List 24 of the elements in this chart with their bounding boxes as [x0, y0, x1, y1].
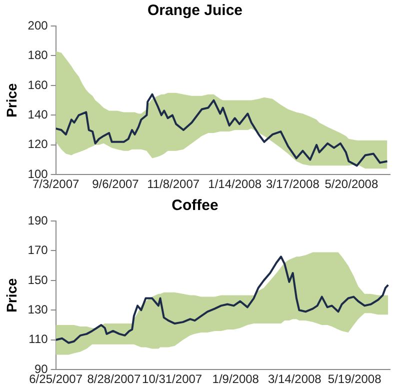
x-tick-label: 3/17/2008: [266, 177, 320, 192]
y-tick-label: 200: [28, 18, 48, 32]
y-tick-label: 150: [28, 272, 48, 287]
x-tick-label: 5/20/2008: [324, 177, 378, 192]
y-tick-label: 170: [28, 243, 48, 258]
y-axis-title: Price: [3, 278, 20, 312]
y-tick-label: 180: [28, 48, 48, 62]
y-tick-label: 140: [28, 107, 48, 122]
x-tick-label: 3/14/2008: [268, 372, 322, 386]
x-tick-label: 9/6/2007: [92, 177, 140, 192]
x-tick-label: 1/14/2008: [208, 177, 262, 192]
y-tick-label: 120: [28, 137, 48, 152]
y-axis-title: Price: [3, 82, 20, 118]
y-tick-label: 160: [28, 78, 48, 92]
x-tick-label: 10/31/2007: [142, 372, 202, 386]
y-tick-label: 110: [28, 332, 48, 346]
y-tick-label: 190: [28, 213, 48, 228]
x-tick-label: 1/9/2008: [212, 372, 260, 386]
x-tick-label: 8/28/2007: [87, 372, 141, 386]
chart-title: Orange Juice: [147, 2, 243, 20]
chart-title: Coffee: [172, 197, 218, 214]
y-tick-label: 130: [28, 302, 48, 316]
x-tick-label: 11/8/2007: [147, 177, 200, 192]
x-tick-label: 5/19/2008: [328, 372, 382, 386]
